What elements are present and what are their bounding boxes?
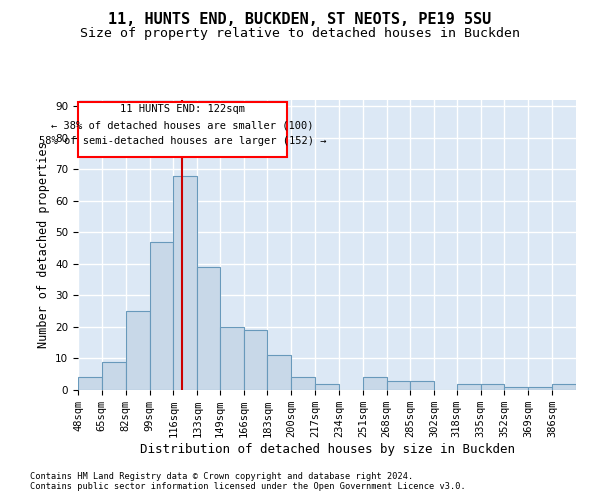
Bar xyxy=(102,362,125,390)
Bar xyxy=(244,330,268,390)
Bar xyxy=(363,378,386,390)
Text: Contains public sector information licensed under the Open Government Licence v3: Contains public sector information licen… xyxy=(30,482,466,491)
Bar xyxy=(173,176,197,390)
Bar xyxy=(78,378,102,390)
Bar xyxy=(268,356,291,390)
Bar xyxy=(552,384,576,390)
Text: 58% of semi-detached houses are larger (152) →: 58% of semi-detached houses are larger (… xyxy=(39,136,326,146)
Text: 11, HUNTS END, BUCKDEN, ST NEOTS, PE19 5SU: 11, HUNTS END, BUCKDEN, ST NEOTS, PE19 5… xyxy=(109,12,491,28)
Bar xyxy=(410,380,434,390)
Text: Size of property relative to detached houses in Buckden: Size of property relative to detached ho… xyxy=(80,28,520,40)
Bar xyxy=(149,242,173,390)
Bar xyxy=(291,378,315,390)
Text: ← 38% of detached houses are smaller (100): ← 38% of detached houses are smaller (10… xyxy=(51,120,314,130)
Bar xyxy=(505,387,529,390)
Bar xyxy=(125,311,149,390)
Bar xyxy=(220,327,244,390)
Text: Contains HM Land Registry data © Crown copyright and database right 2024.: Contains HM Land Registry data © Crown c… xyxy=(30,472,413,481)
Bar xyxy=(481,384,505,390)
Bar xyxy=(315,384,339,390)
Y-axis label: Number of detached properties: Number of detached properties xyxy=(37,142,50,348)
Bar xyxy=(197,267,220,390)
X-axis label: Distribution of detached houses by size in Buckden: Distribution of detached houses by size … xyxy=(139,443,515,456)
Text: 11 HUNTS END: 122sqm: 11 HUNTS END: 122sqm xyxy=(120,104,245,115)
Bar xyxy=(457,384,481,390)
FancyBboxPatch shape xyxy=(78,102,287,156)
Bar xyxy=(386,380,410,390)
Bar xyxy=(529,387,552,390)
